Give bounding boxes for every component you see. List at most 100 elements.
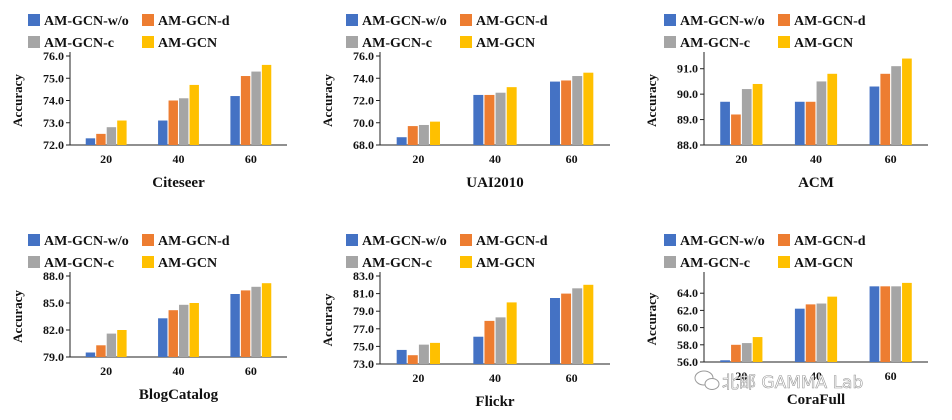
legend-swatch xyxy=(142,234,154,246)
bar-40-2 xyxy=(816,81,827,145)
bar-20-3 xyxy=(430,342,440,364)
y-tick-label: 72.0 xyxy=(43,138,64,152)
bar-40-0 xyxy=(794,308,805,362)
y-tick-label: 76.0 xyxy=(43,49,64,63)
bar-20-3 xyxy=(752,83,763,145)
bar-20-2 xyxy=(418,124,429,145)
legend-swatch xyxy=(664,14,676,26)
bar-60-0 xyxy=(230,96,240,145)
chart-title: BlogCatalog xyxy=(139,387,219,403)
x-tick-label: 60 xyxy=(566,152,578,166)
y-tick-label: 60.0 xyxy=(677,321,698,335)
bar-40-3 xyxy=(506,87,517,145)
legend-label: AM-GCN-w/o xyxy=(362,14,447,29)
chart-title: UAI2010 xyxy=(466,175,524,191)
bar-40-0 xyxy=(158,120,168,145)
bar-60-3 xyxy=(902,282,912,362)
bar-60-2 xyxy=(251,71,261,145)
legend-swatch xyxy=(778,14,790,26)
y-tick-label: 77.0 xyxy=(353,322,374,336)
legend-label: AM-GCN-w/o xyxy=(44,14,129,29)
bar-40-3 xyxy=(189,303,199,357)
legend: AM-GCN-w/o AM-GCN-d AM-GCN-c AM-GCN xyxy=(28,234,230,271)
bar-60-3 xyxy=(583,72,594,145)
legend-label: AM-GCN-c xyxy=(44,36,114,51)
y-tick-label: 83.0 xyxy=(353,269,374,283)
bar-60-2 xyxy=(891,66,901,145)
x-tick-label: 40 xyxy=(173,152,185,166)
chart-panel-corafull: AM-GCN-w/o AM-GCN-d AM-GCN-c AM-GCN 56.0 58.0… xyxy=(644,234,928,408)
y-axis-label: Accuracy xyxy=(644,74,659,127)
bar-20-3 xyxy=(117,120,127,145)
bar-60-0 xyxy=(869,86,880,145)
bar-40-3 xyxy=(189,84,199,145)
y-tick-label: 62.0 xyxy=(677,303,698,317)
y-tick-label: 79.0 xyxy=(43,350,64,364)
legend-swatch xyxy=(346,36,358,48)
x-tick-label: 20 xyxy=(100,364,112,378)
chart-panel-citeseer: AM-GCN-w/o AM-GCN-d AM-GCN-c AM-GCN 72.0 73.0… xyxy=(10,14,287,191)
bar-40-2 xyxy=(179,304,189,357)
y-axis-label: Accuracy xyxy=(10,290,25,343)
bar-60-1 xyxy=(561,80,572,145)
x-tick-label: 60 xyxy=(245,152,257,166)
bar-20-2 xyxy=(741,343,752,362)
bar-20-2 xyxy=(106,127,117,145)
x-tick-label: 40 xyxy=(810,369,822,383)
legend-label: AM-GCN-w/o xyxy=(362,234,447,249)
watermark-text: 北邮 GAMMA Lab xyxy=(722,373,863,393)
chart-title: Flickr xyxy=(475,394,514,410)
x-tick-label: 40 xyxy=(173,364,185,378)
bar-60-0 xyxy=(869,286,880,362)
bar-40-2 xyxy=(495,317,506,364)
legend-swatch xyxy=(28,234,40,246)
bar-20-1 xyxy=(96,345,106,357)
chart-panel-acm: AM-GCN-w/o AM-GCN-d AM-GCN-c AM-GCN 88.0 89.0… xyxy=(644,14,928,191)
legend-label: AM-GCN xyxy=(476,36,535,51)
legend-label: AM-GCN-d xyxy=(476,234,548,249)
y-tick-label: 90.0 xyxy=(677,87,698,101)
x-tick-label: 60 xyxy=(245,364,257,378)
bar-40-1 xyxy=(168,310,178,357)
y-tick-label: 79.0 xyxy=(353,304,374,318)
y-axis-label: Accuracy xyxy=(320,293,335,346)
bar-20-2 xyxy=(418,344,429,364)
bar-20-0 xyxy=(85,352,96,357)
bar-20-1 xyxy=(731,114,741,145)
bar-40-0 xyxy=(794,101,805,145)
bar-60-0 xyxy=(550,81,560,145)
bar-20-3 xyxy=(752,337,763,362)
legend-swatch xyxy=(664,36,676,48)
bar-60-3 xyxy=(902,58,912,145)
bar-60-2 xyxy=(251,286,261,357)
bar-40-1 xyxy=(484,320,495,364)
bar-20-0 xyxy=(85,138,96,145)
legend-label: AM-GCN-c xyxy=(362,256,432,271)
y-tick-label: 89.0 xyxy=(677,113,698,127)
x-tick-label: 40 xyxy=(810,152,822,166)
legend: AM-GCN-w/o AM-GCN-d AM-GCN-c AM-GCN xyxy=(664,14,866,51)
y-tick-label: 70.0 xyxy=(353,116,374,130)
bar-60-1 xyxy=(240,76,251,145)
chart-title: Citeseer xyxy=(152,175,205,191)
legend-swatch xyxy=(460,234,472,246)
bar-60-2 xyxy=(572,288,583,364)
bar-40-3 xyxy=(506,302,517,364)
legend-swatch xyxy=(28,256,40,268)
chart-panel-uai2010: AM-GCN-w/o AM-GCN-d AM-GCN-c AM-GCN 68.0 70.0… xyxy=(320,14,610,191)
watermark: 北邮 GAMMA Lab xyxy=(694,370,864,393)
bar-60-0 xyxy=(230,294,240,357)
chart-title: CoraFull xyxy=(787,392,845,408)
bar-20-1 xyxy=(407,355,418,364)
bar-40-1 xyxy=(805,304,816,362)
bar-40-1 xyxy=(805,101,816,145)
legend-swatch xyxy=(664,234,676,246)
bar-20-1 xyxy=(96,133,106,145)
y-tick-label: 64.0 xyxy=(677,286,698,300)
bar-40-0 xyxy=(473,94,484,145)
legend-label: AM-GCN-w/o xyxy=(680,14,765,29)
bar-20-2 xyxy=(741,89,752,145)
legend-label: AM-GCN xyxy=(158,256,217,271)
y-tick-label: 58.0 xyxy=(677,338,698,352)
